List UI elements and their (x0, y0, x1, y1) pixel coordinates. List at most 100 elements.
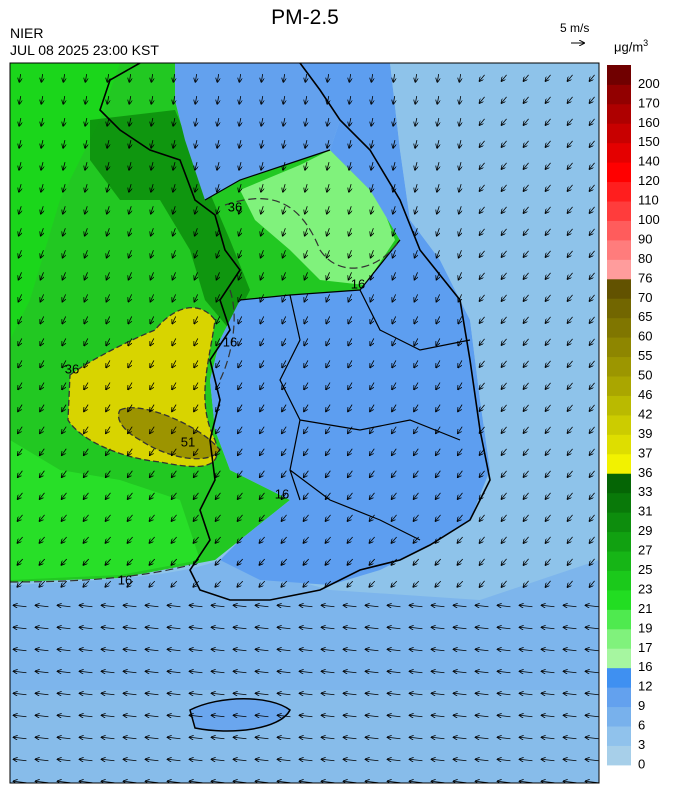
wind-arrow (410, 605, 423, 607)
colorbar-block (607, 201, 631, 221)
wind-arrow (195, 73, 196, 82)
wind-arrow (567, 382, 573, 389)
wind-arrow (457, 558, 463, 565)
wind-arrow (564, 759, 577, 761)
wind-arrow (348, 382, 353, 390)
wind-arrow (234, 759, 247, 761)
wind-arrow (322, 693, 335, 695)
wind-arrow (326, 316, 329, 323)
wind-arrow (589, 338, 595, 345)
wind-arrow (195, 140, 197, 148)
wind-arrow (348, 470, 353, 477)
colorbar-block (607, 337, 631, 358)
wind-arrow (17, 558, 23, 565)
wind-arrow (62, 294, 65, 301)
wind-arrow (173, 95, 174, 104)
wind-arrow (436, 492, 441, 499)
wind-arrow (39, 514, 45, 521)
colorbar-label: 12 (638, 679, 652, 694)
wind-arrow (128, 338, 133, 345)
wind-arrow (388, 715, 401, 717)
wind-arrow (58, 693, 71, 695)
wind-arrow (190, 759, 203, 761)
wind-arrow (392, 338, 397, 345)
wind-arrow (435, 536, 441, 543)
wind-arrow (19, 95, 20, 104)
wind-arrow (326, 426, 331, 434)
wind-arrow (305, 95, 306, 104)
wind-arrow (256, 649, 269, 651)
wind-arrow (238, 338, 243, 345)
wind-arrow (216, 294, 219, 301)
colorbar-block (607, 415, 631, 435)
sea-field-far (10, 690, 599, 783)
wind-arrow (545, 360, 551, 367)
wind-arrow (194, 382, 199, 390)
wind-arrow (523, 272, 529, 279)
wind-arrow (305, 250, 308, 257)
colorbar-block (607, 317, 631, 338)
wind-arrow (589, 536, 595, 543)
wind-arrow (300, 671, 313, 673)
wind-arrow (371, 162, 373, 170)
wind-arrow (589, 162, 595, 169)
colorbar-block (607, 298, 631, 319)
wind-arrow (523, 426, 529, 433)
wind-arrow (172, 404, 177, 412)
wind-arrow (304, 338, 309, 345)
wind-arrow (348, 360, 353, 367)
wind-arrow (217, 206, 219, 214)
colorbar-label: 200 (638, 76, 660, 91)
wind-arrow (501, 470, 507, 477)
colorbar-label: 31 (638, 504, 652, 519)
wind-arrow (437, 162, 439, 170)
colorbar-block (607, 609, 631, 630)
wind-arrow (370, 338, 375, 345)
colorbar-label: 25 (638, 562, 652, 577)
wind-arrow (415, 162, 417, 170)
wind-arrow (393, 184, 395, 192)
wind-arrow (501, 74, 507, 81)
wind-arrow (106, 316, 109, 323)
wind-arrow (124, 693, 137, 695)
wind-arrow (349, 140, 351, 148)
wind-arrow (215, 580, 222, 587)
contour-label: 16 (118, 572, 132, 587)
wind-arrow (567, 118, 573, 125)
wind-arrow (173, 140, 175, 148)
wind-arrow (172, 316, 175, 323)
wind-arrow (305, 162, 307, 170)
wind-arrow (589, 206, 595, 213)
wind-arrow (436, 272, 439, 279)
wind-arrow (414, 492, 419, 499)
wind-arrow (322, 715, 335, 717)
wind-arrow (501, 316, 507, 323)
wind-arrow (62, 492, 67, 499)
wind-arrow (414, 426, 419, 434)
wind-arrow (194, 492, 199, 499)
wind-arrow (190, 627, 203, 629)
wind-arrow (19, 73, 20, 82)
wind-arrow (14, 737, 27, 739)
wind-arrow (567, 448, 573, 455)
wind-arrow (393, 162, 395, 170)
wind-arrow (458, 470, 463, 477)
wind-arrow (282, 338, 287, 345)
wind-arrow (238, 426, 243, 434)
wind-arrow (388, 649, 401, 651)
wind-arrow (564, 737, 577, 739)
wind-arrow (62, 316, 65, 323)
wind-arrow (371, 206, 373, 214)
wind-arrow (454, 671, 467, 673)
wind-arrow (410, 671, 423, 673)
wind-arrow (436, 294, 439, 301)
wind-arrow (545, 74, 551, 81)
wind-arrow (567, 536, 573, 543)
wind-arrow (432, 737, 445, 739)
wind-arrow (459, 118, 461, 126)
wind-arrow (432, 759, 445, 761)
wind-arrow (84, 382, 89, 390)
contour-16 (10, 564, 191, 583)
wind-arrow (415, 73, 416, 82)
wind-arrow (459, 206, 461, 214)
